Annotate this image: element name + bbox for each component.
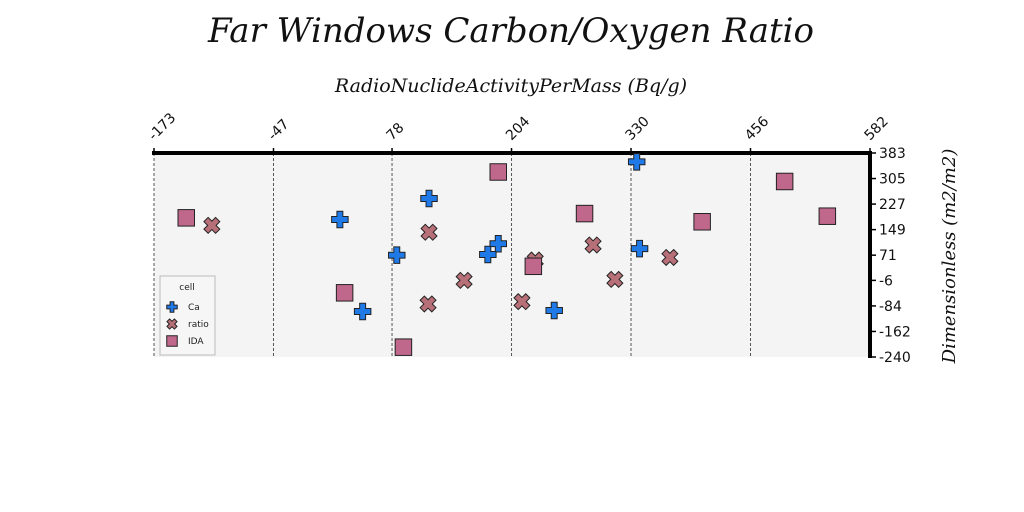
ratio-point xyxy=(203,216,221,235)
ratio-point xyxy=(584,236,602,254)
ratio-point xyxy=(419,295,437,313)
x-tick-label: 330 xyxy=(623,114,653,144)
y-tick-label: 149 xyxy=(879,223,906,239)
legend-marker-ca xyxy=(166,301,178,313)
y-tick-label: 71 xyxy=(879,248,897,264)
legend: cell Ca ratio IDA xyxy=(159,275,216,356)
legend-box xyxy=(159,275,216,356)
ida-point xyxy=(693,213,711,231)
ratio-point xyxy=(606,270,624,289)
legend-label-ratio: ratio xyxy=(188,320,209,330)
ca-point xyxy=(331,210,349,229)
legend-label-ida: IDA xyxy=(188,337,204,347)
y-tick-label: 383 xyxy=(879,146,906,162)
y-tick-label: 227 xyxy=(879,197,906,213)
x-tick-label: 456 xyxy=(742,114,772,144)
ratio-point xyxy=(455,271,473,290)
x-tick-label: -173 xyxy=(146,110,180,144)
data-markers xyxy=(177,153,837,356)
legend-marker-ida xyxy=(166,335,178,347)
ida-point xyxy=(394,338,413,356)
ratio-point xyxy=(661,248,679,267)
ca-point xyxy=(545,301,563,320)
chart-title: Far Windows Carbon/Oxygen Ratio xyxy=(207,11,814,51)
ida-point xyxy=(524,257,543,276)
y-tick-label: -84 xyxy=(879,299,902,315)
ca-point xyxy=(420,189,438,208)
ca-point xyxy=(627,153,646,171)
x-tick-label: 78 xyxy=(384,120,408,144)
y-tick-label: -240 xyxy=(879,350,911,366)
legend-label-ca: Ca xyxy=(188,303,200,313)
ida-point xyxy=(335,284,354,302)
ida-point xyxy=(775,172,794,191)
ca-point xyxy=(630,239,649,258)
ida-point xyxy=(177,209,195,227)
ca-point xyxy=(353,302,372,321)
ida-point xyxy=(818,207,837,225)
y-axis-label: Dimensionless (m2/m2) xyxy=(939,149,960,365)
x-tick-label: -47 xyxy=(265,116,292,143)
ida-point xyxy=(489,163,507,181)
y-tick-label: 305 xyxy=(879,172,906,188)
y-tick-label: -162 xyxy=(879,324,911,340)
ida-point xyxy=(575,204,594,223)
ratio-point xyxy=(513,293,531,311)
plot-area: -173 -47 78 204 330 456 582 383 305 227 149 71 -6 -84… xyxy=(146,110,911,366)
ca-point xyxy=(489,234,507,253)
legend-marker-ratio xyxy=(166,318,178,330)
x-tick-label: 582 xyxy=(862,114,892,144)
ratio-point xyxy=(420,223,438,241)
legend-title: cell xyxy=(179,283,195,293)
x-tick-label: 204 xyxy=(503,114,533,144)
y-tick-label: -6 xyxy=(879,273,893,289)
ca-point xyxy=(479,245,497,264)
ca-point xyxy=(388,246,406,264)
x-axis-label: RadioNuclideActivityPerMass (Bq/g) xyxy=(334,75,687,97)
